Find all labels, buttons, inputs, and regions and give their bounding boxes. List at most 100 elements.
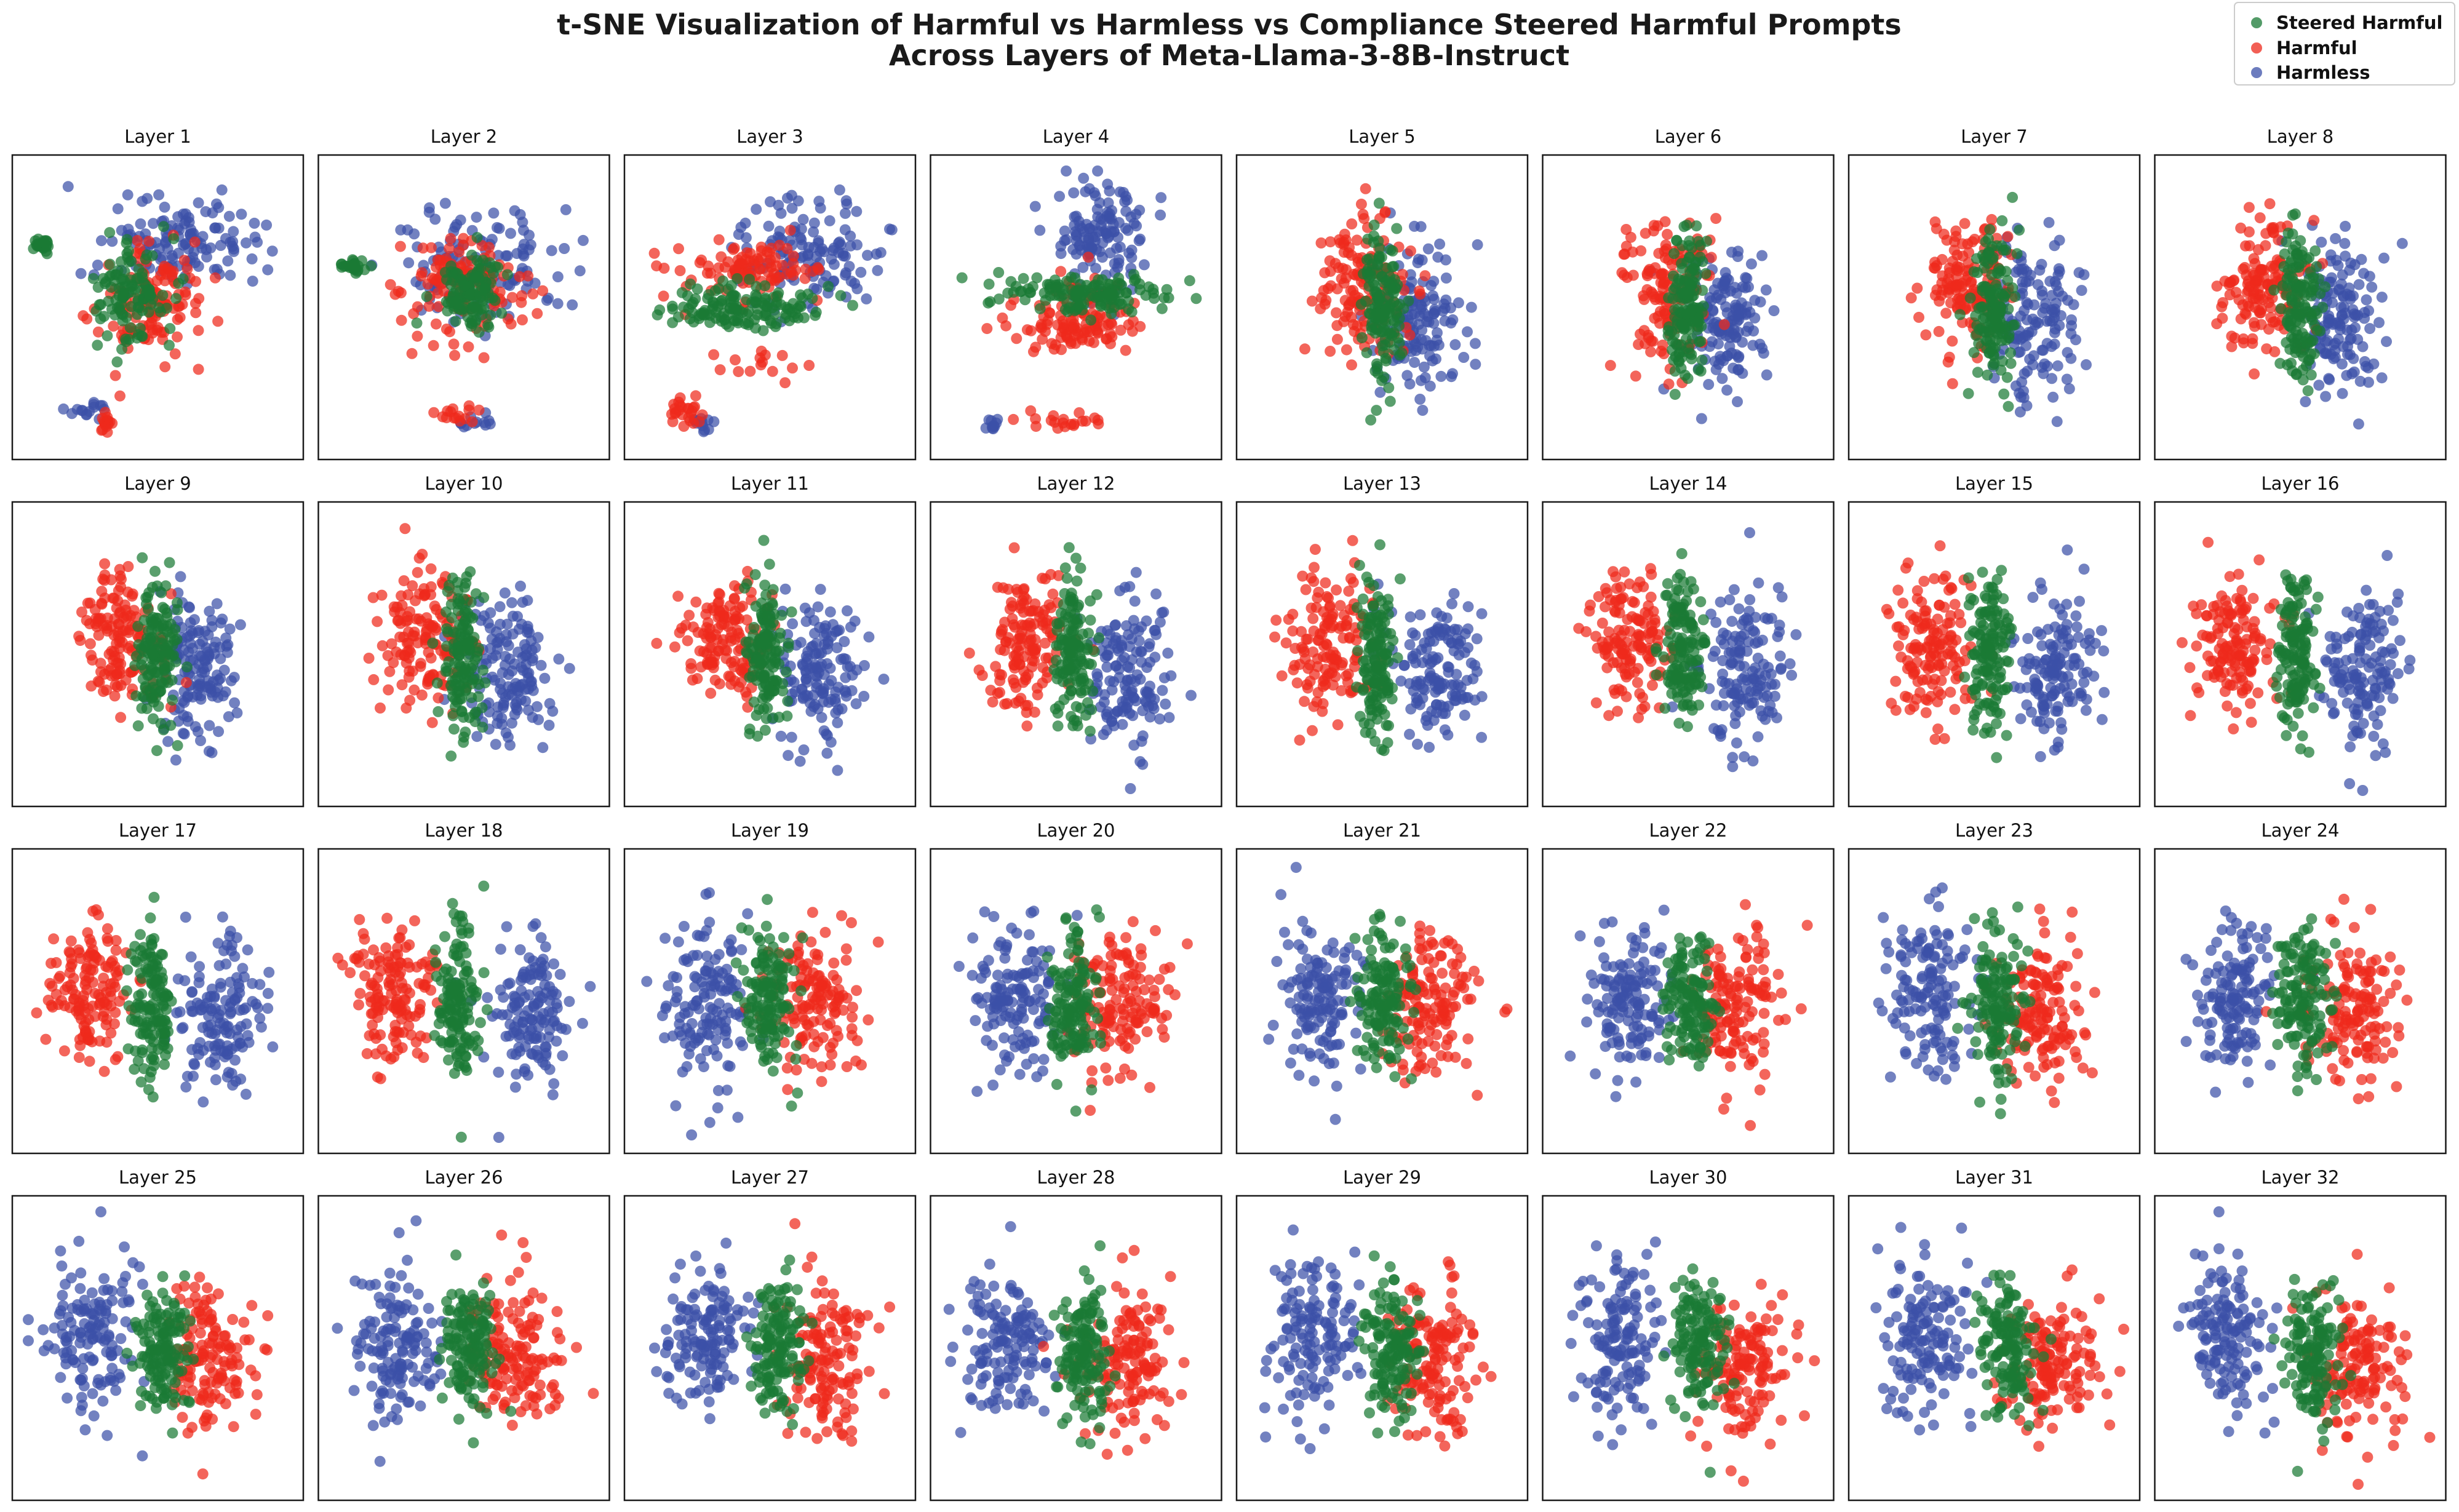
harmless-point [800, 674, 812, 685]
harmful-point [2248, 253, 2260, 265]
harmless-point [1150, 588, 1162, 600]
steered-harmful-point [759, 725, 771, 736]
harmless-point [222, 255, 234, 267]
steered-harmful-point [1394, 298, 1406, 310]
panel-layer-8: Layer 8 [2154, 126, 2447, 461]
harmless-point [833, 247, 845, 258]
harmless-point [2046, 290, 2058, 301]
harmless-point [1756, 343, 1768, 354]
steered-harmful-point [2291, 288, 2303, 300]
harmless-point [851, 283, 863, 295]
steered-harmful-point [1692, 324, 1704, 335]
harmful-point [537, 285, 549, 296]
steered-harmful-point [1361, 347, 1373, 359]
harmful-point [1360, 183, 1371, 194]
steered-harmful-point [474, 258, 485, 269]
steered-harmful-point [167, 639, 178, 651]
harmful-point [402, 589, 414, 600]
steered-harmful-point [464, 288, 476, 300]
steered-harmful-point [731, 273, 743, 284]
steered-harmful-point [1002, 287, 1014, 299]
harmless-point [1061, 165, 1072, 177]
harmless-point [1104, 247, 1116, 259]
harmful-point [478, 352, 490, 364]
harmful-point [1007, 674, 1019, 685]
harmless-point [1128, 218, 1140, 229]
steered-harmful-point [2297, 374, 2309, 386]
harmless-point [2036, 285, 2048, 297]
harmful-point [2256, 264, 2268, 276]
harmful-point [728, 593, 740, 605]
steered-harmful-point [170, 656, 181, 667]
steered-harmful-point [1063, 302, 1075, 314]
panel-layer-10: Layer 10 [317, 473, 610, 808]
harmless-point [159, 201, 170, 213]
harmless-point [802, 646, 814, 658]
harmless-point [839, 636, 850, 647]
harmless-point [1435, 370, 1447, 382]
steered-harmful-point [810, 306, 822, 318]
steered-harmful-point [786, 606, 797, 618]
steered-harmful-point [2281, 236, 2292, 248]
steered-harmful-point [1356, 332, 1368, 343]
harmful-point [690, 390, 701, 402]
harmful-point [784, 225, 796, 236]
harmless-point [1428, 276, 1440, 287]
harmless-point [2076, 285, 2087, 296]
steered-harmful-point [1373, 197, 1385, 209]
harmful-point [1115, 324, 1126, 336]
harmful-point [2235, 222, 2247, 234]
harmful-point [1036, 322, 1048, 334]
harmless-point [137, 196, 148, 207]
harmless-point [2327, 296, 2338, 308]
steered-harmful-point [2268, 284, 2280, 296]
steered-harmful-point [477, 664, 489, 676]
harmless-point [1124, 662, 1136, 674]
harmless-point [838, 653, 850, 664]
harmless-point [2336, 358, 2348, 370]
steered-harmful-point [2287, 228, 2298, 240]
steered-harmful-point [2295, 346, 2307, 358]
harmful-point [109, 690, 121, 702]
harmless-point [217, 613, 228, 625]
steered-harmful-point [750, 600, 762, 612]
harmful-point [1127, 315, 1139, 327]
harmful-point [1050, 339, 1061, 351]
harmful-point [143, 236, 155, 247]
harmful-point [715, 619, 727, 631]
harmless-point [1077, 261, 1089, 273]
harmless-point [207, 690, 218, 702]
harmful-point [413, 613, 424, 625]
harmful-point [108, 320, 119, 332]
steered-harmful-point [365, 260, 377, 272]
steered-harmful-point [1700, 268, 1712, 279]
harmless-point [211, 598, 223, 610]
harmful-point [735, 257, 746, 269]
steered-harmful-point [147, 617, 159, 629]
harmful-point [425, 589, 437, 600]
harmless-point [200, 681, 212, 693]
harmful-point [114, 642, 126, 654]
harmless-point [2028, 350, 2039, 362]
harmful-point [460, 413, 471, 424]
harmless-point [2013, 330, 2025, 342]
harmful-point [1338, 316, 1350, 327]
harmless-point [845, 240, 856, 252]
harmless-point [1155, 209, 1166, 221]
steered-harmful-point [1996, 356, 2008, 367]
harmless-point [205, 242, 217, 254]
panel-title: Layer 10 [425, 473, 503, 494]
harmless-point [2017, 267, 2028, 279]
harmless-point [763, 220, 775, 232]
harmless-point [526, 645, 538, 656]
harmless-point [1406, 309, 1417, 320]
harmful-point [1643, 265, 1654, 277]
harmless-point [2344, 349, 2356, 360]
steered-harmful-point [118, 291, 129, 302]
steered-harmful-point [427, 637, 439, 649]
harmless-point [206, 747, 218, 758]
harmful-point [401, 702, 412, 714]
harmful-point [714, 606, 726, 618]
harmless-point [1755, 296, 1766, 308]
steered-harmful-point [744, 672, 755, 683]
